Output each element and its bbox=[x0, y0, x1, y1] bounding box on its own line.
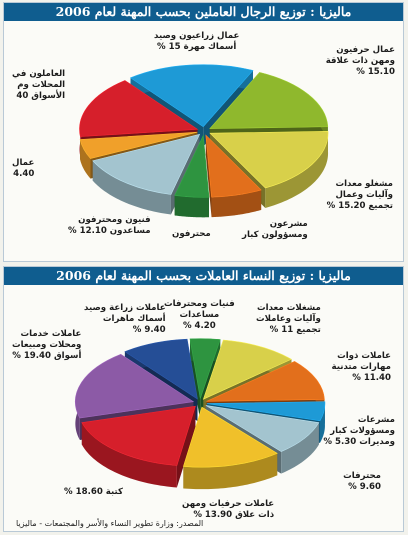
men-slice-side-6 bbox=[80, 139, 91, 179]
men-slice-1 bbox=[209, 72, 329, 129]
men-slice-wall-3 bbox=[205, 135, 212, 218]
women-slice-6 bbox=[81, 405, 196, 466]
men-pie-chart bbox=[79, 64, 329, 218]
women-slice-1 bbox=[202, 339, 293, 400]
men-label-workers: عمال 4.40 bbox=[12, 158, 35, 179]
men-slice-4 bbox=[174, 134, 210, 198]
men-slice-0 bbox=[129, 64, 254, 128]
women-label-legislators: مشرعات ومسؤولات كبار ومديرات 5.30 % bbox=[323, 415, 395, 447]
men-slice-3 bbox=[205, 134, 262, 198]
women-label-technicians: فنيات ومحترفات مساعدات 4.20 % bbox=[164, 299, 235, 331]
men-label-legislators: مشرعون ومسؤولون كبار bbox=[242, 219, 308, 240]
women-slice-side-4 bbox=[281, 422, 319, 474]
men-slice-5 bbox=[92, 133, 201, 195]
men-label-technicians: فنيون ومحترفون مساعدون 12.10 % bbox=[68, 215, 151, 236]
men-slice-side-2 bbox=[265, 131, 329, 208]
women-slice-3 bbox=[206, 401, 326, 422]
women-label-clerks: كتبة 18.60 % bbox=[64, 487, 124, 497]
men-slice-side-5 bbox=[92, 160, 171, 215]
source-note: المصدر: وزارة تطوير النساء والأسر والمجت… bbox=[16, 519, 204, 528]
women-slice-side-5 bbox=[183, 453, 278, 490]
men-slice-side-4 bbox=[174, 195, 209, 218]
women-label-lowskill: عاملات ذوات مهارات متدنية 11.40 % bbox=[331, 351, 391, 383]
women-label-craft: عاملات حرفيات ومهن ذات علاق 13.90 % bbox=[182, 499, 275, 520]
women-chart-panel: ماليزيا : توزيع النساء العاملات بحسب الم… bbox=[3, 266, 404, 532]
women-slice-0 bbox=[189, 338, 221, 399]
men-chart-panel: ماليزيا : توزيع الرجال العاملين بحسب الم… bbox=[3, 2, 404, 262]
women-chart-title: ماليزيا : توزيع النساء العاملات بحسب الم… bbox=[4, 267, 403, 285]
women-slice-side-6 bbox=[81, 422, 177, 488]
women-slice-side-3 bbox=[319, 401, 325, 443]
men-label-craft: عمال حرفيون ومهن ذات علاقة 15.10 % bbox=[325, 45, 395, 77]
men-slice-2 bbox=[209, 131, 329, 189]
women-pie-chart bbox=[75, 338, 326, 490]
men-label-operators: مشغلو معدات وآليات وعمال تجميع 15.20 % bbox=[326, 179, 393, 211]
women-slice-4 bbox=[205, 405, 320, 452]
men-slice-6 bbox=[79, 131, 198, 159]
men-slice-7 bbox=[79, 80, 199, 137]
women-slice-2 bbox=[206, 361, 325, 402]
men-chart-title: ماليزيا : توزيع الرجال العاملين بحسب الم… bbox=[4, 3, 403, 21]
women-label-services: عاملات خدمات ومحلات ومبيعات أسواق 19.40 % bbox=[12, 329, 82, 361]
men-label-agri: عمال زراعيون وصيد أسماك مهرة 15 % bbox=[154, 31, 240, 52]
women-slice-8 bbox=[124, 338, 198, 400]
women-slice-5 bbox=[182, 406, 278, 468]
men-label-professionals: محترفون bbox=[172, 229, 211, 239]
women-label-operators: مشغلات معدات وآليات وعاملات تجميع 11 % bbox=[256, 303, 321, 335]
women-label-professionals: محترفات 9.60 % bbox=[343, 471, 381, 492]
men-label-shops: العاملون في المحلات وم الأسواق 40 bbox=[12, 69, 66, 101]
women-label-agri: عاملات زراعة وصيد أسماك ماهرات 9.40 % bbox=[84, 303, 166, 335]
women-slice-7 bbox=[75, 353, 195, 419]
